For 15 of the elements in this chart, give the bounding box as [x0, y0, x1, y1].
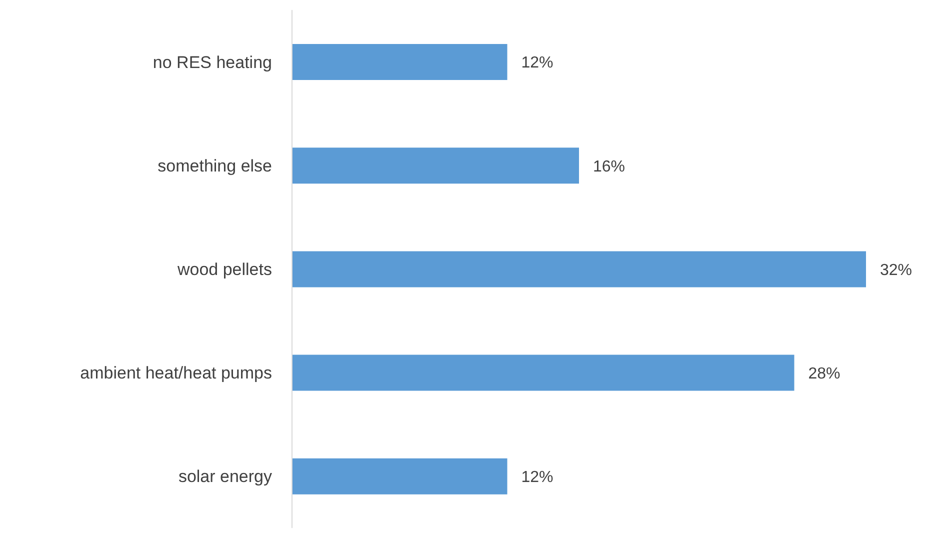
bar	[292, 354, 794, 391]
bar	[292, 458, 508, 494]
data-label: 12%	[521, 469, 554, 486]
y-tick-label: ambient heat/heat pumps	[80, 364, 272, 383]
y-tick-label: wood pellets	[176, 260, 272, 280]
bar	[292, 148, 579, 184]
y-tick-label: something else	[158, 156, 272, 176]
data-label: 16%	[593, 158, 626, 176]
bar	[292, 251, 866, 288]
bar	[292, 44, 508, 80]
data-label: 32%	[880, 262, 912, 279]
y-tick-label: no RES heating	[152, 52, 272, 72]
y-tick-label: solar energy	[178, 467, 272, 486]
data-label: 12%	[521, 54, 554, 72]
data-label: 28%	[808, 365, 840, 382]
